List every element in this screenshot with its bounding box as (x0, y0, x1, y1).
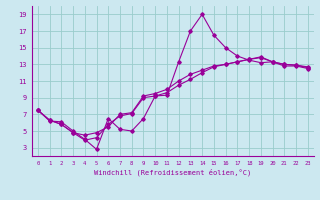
X-axis label: Windchill (Refroidissement éolien,°C): Windchill (Refroidissement éolien,°C) (94, 169, 252, 176)
